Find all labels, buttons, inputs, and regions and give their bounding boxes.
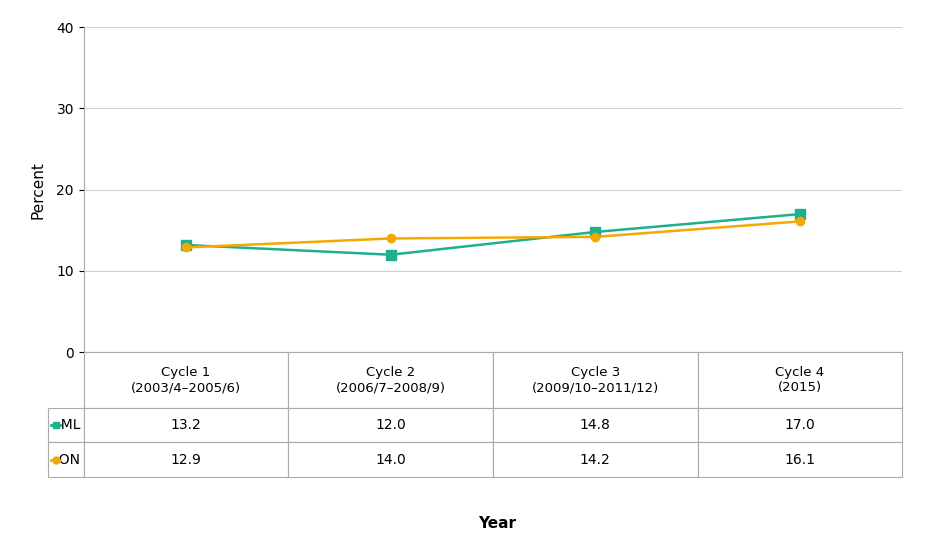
ON bbox=[180, 244, 192, 250]
Y-axis label: Percent: Percent bbox=[31, 161, 46, 218]
ON bbox=[794, 218, 805, 224]
ML bbox=[590, 229, 601, 235]
ML bbox=[794, 211, 805, 217]
ML bbox=[180, 242, 192, 248]
ON bbox=[590, 234, 601, 240]
Line: ON: ON bbox=[182, 217, 804, 251]
Text: Year: Year bbox=[479, 516, 516, 531]
Line: ML: ML bbox=[181, 209, 804, 260]
ON bbox=[385, 235, 396, 242]
ML bbox=[385, 251, 396, 258]
